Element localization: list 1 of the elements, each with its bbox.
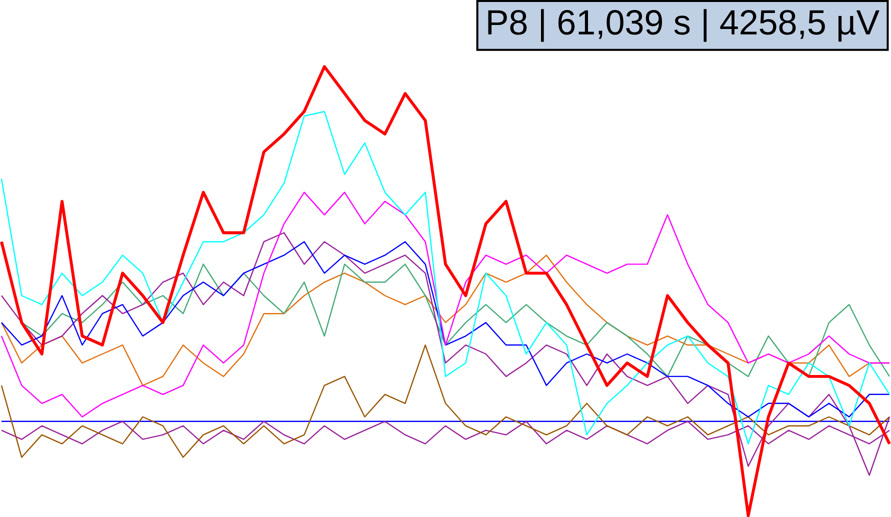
text: P8 | 61,039 s | 4258,5 µV	[488, 9, 880, 42]
